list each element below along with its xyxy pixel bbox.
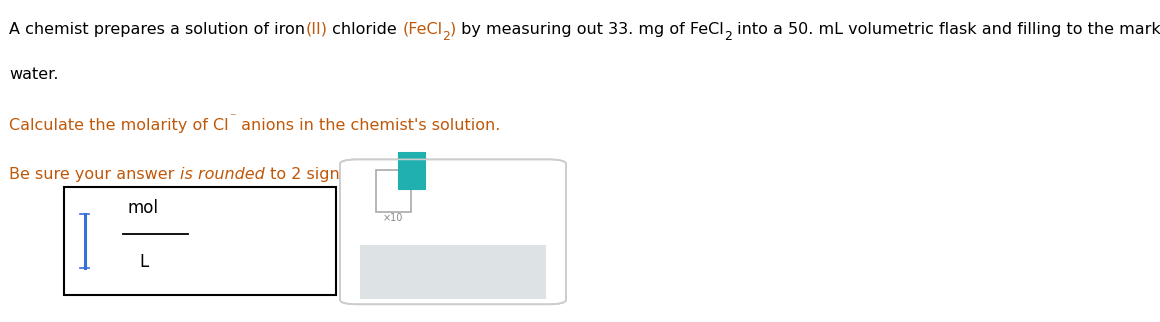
Text: chloride: chloride: [327, 22, 403, 37]
Text: anions in the chemist's solution.: anions in the chemist's solution.: [235, 118, 500, 133]
Bar: [360, 245, 546, 299]
Text: ⁻: ⁻: [229, 111, 235, 124]
Bar: [64, 187, 336, 295]
Text: by measuring out 33. mg of FeCl: by measuring out 33. mg of FeCl: [456, 22, 724, 37]
Text: ↺: ↺: [483, 263, 500, 282]
Text: ×10: ×10: [383, 213, 403, 223]
Text: ): ): [450, 22, 456, 37]
Text: (II): (II): [305, 22, 327, 37]
Text: (FeCl: (FeCl: [403, 22, 442, 37]
Text: to 2 significant digits.: to 2 significant digits.: [264, 167, 443, 182]
Text: mol: mol: [128, 199, 159, 217]
Text: water.: water.: [9, 67, 59, 82]
FancyBboxPatch shape: [340, 159, 566, 304]
Text: 2: 2: [442, 30, 450, 43]
Text: into a 50. mL volumetric flask and filling to the mark with distilled: into a 50. mL volumetric flask and filli…: [732, 22, 1160, 37]
Text: A chemist prepares a solution of iron: A chemist prepares a solution of iron: [9, 22, 305, 37]
Text: Calculate the molarity of Cl: Calculate the molarity of Cl: [9, 118, 229, 133]
Text: Be sure your answer: Be sure your answer: [9, 167, 180, 182]
Bar: [376, 170, 412, 212]
Text: L: L: [139, 253, 148, 271]
Bar: [399, 153, 425, 188]
Text: 2: 2: [724, 30, 732, 43]
Text: ×: ×: [407, 263, 422, 281]
Text: is rounded: is rounded: [180, 167, 264, 182]
